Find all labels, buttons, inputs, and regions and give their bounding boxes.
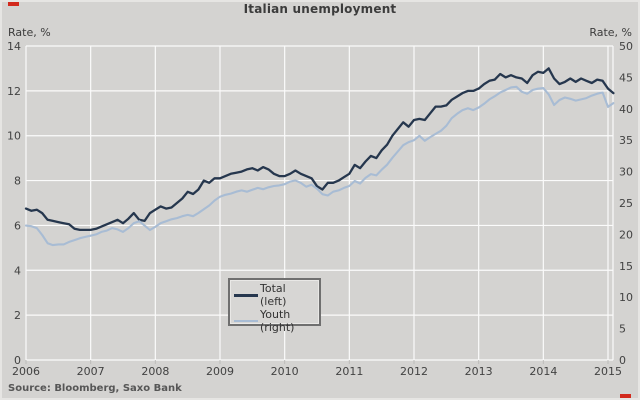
svg-text:2006: 2006	[12, 365, 40, 378]
svg-text:10: 10	[619, 291, 633, 304]
svg-text:2007: 2007	[77, 365, 105, 378]
svg-text:50: 50	[619, 40, 633, 53]
svg-text:30: 30	[619, 166, 633, 179]
svg-text:12: 12	[7, 85, 21, 98]
svg-text:0: 0	[619, 354, 626, 367]
svg-text:2013: 2013	[465, 365, 493, 378]
svg-text:14: 14	[7, 40, 21, 53]
svg-text:2: 2	[14, 309, 21, 322]
svg-text:6: 6	[14, 219, 21, 232]
svg-text:15: 15	[619, 260, 633, 273]
svg-text:4: 4	[14, 264, 21, 277]
legend-label-youth: Youth (right)	[260, 308, 295, 334]
svg-text:25: 25	[619, 197, 633, 210]
svg-text:8: 8	[14, 175, 21, 188]
chart-title: Italian unemployment	[243, 2, 397, 16]
svg-text:5: 5	[619, 323, 626, 336]
svg-text:2009: 2009	[206, 365, 234, 378]
red-corner-mark-bottom-right	[620, 394, 631, 398]
svg-text:45: 45	[619, 71, 633, 84]
svg-text:20: 20	[619, 228, 633, 241]
source-attribution: Source: Bloomberg, Saxo Bank	[8, 383, 182, 394]
svg-text:2008: 2008	[141, 365, 169, 378]
svg-text:0: 0	[14, 354, 21, 367]
svg-text:2011: 2011	[335, 365, 363, 378]
svg-text:35: 35	[619, 134, 633, 147]
legend: Total (left) Youth (right)	[228, 278, 321, 334]
svg-text:2012: 2012	[400, 365, 428, 378]
left-axis-caption: Rate, %	[8, 26, 51, 39]
red-corner-mark-top-left	[8, 2, 19, 6]
total-line-swatch	[234, 293, 258, 297]
legend-item-youth: Youth (right)	[234, 308, 315, 334]
svg-text:40: 40	[619, 103, 633, 116]
svg-text:2014: 2014	[529, 365, 557, 378]
svg-text:10: 10	[7, 130, 21, 143]
legend-label-total: Total (left)	[260, 282, 287, 308]
right-axis-caption: Rate, %	[589, 26, 632, 39]
youth-line-swatch	[234, 320, 258, 322]
svg-text:2015: 2015	[594, 365, 622, 378]
legend-item-total: Total (left)	[234, 282, 315, 308]
svg-text:2010: 2010	[271, 365, 299, 378]
